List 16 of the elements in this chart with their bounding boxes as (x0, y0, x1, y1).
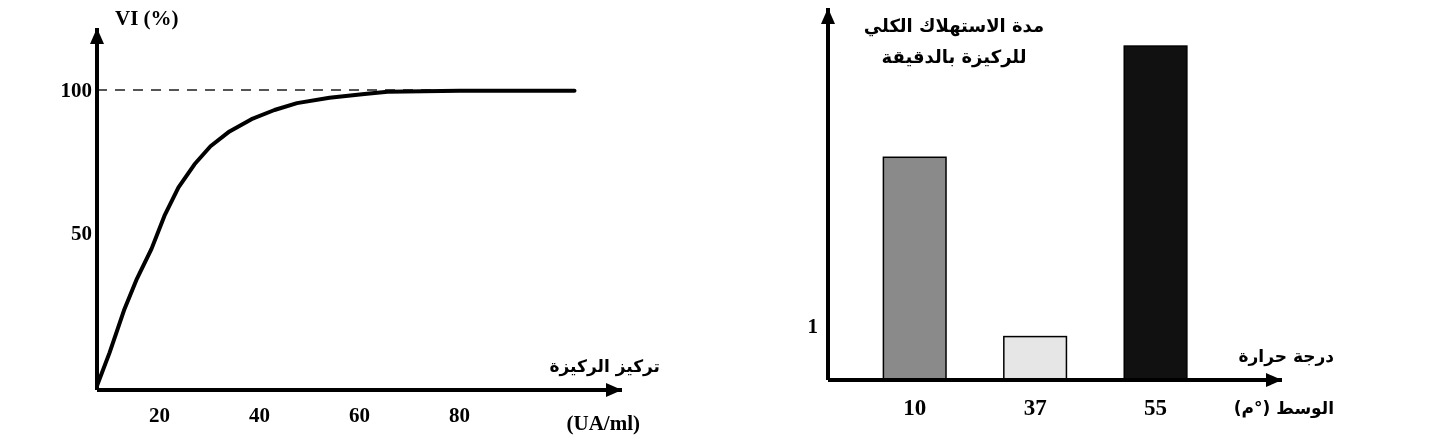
text: (UA/ml) (566, 411, 640, 435)
y-axis-title: VI (%) (115, 6, 179, 30)
x-axis-title: درجة حرارة (1238, 346, 1335, 367)
x-tick-label: 20 (149, 403, 170, 427)
text: 1 (807, 314, 818, 338)
x-tick-label: 80 (449, 403, 470, 427)
x-tick-label: 37 (1023, 395, 1047, 420)
x-tick-label: 10 (903, 395, 927, 420)
x-tick-label: 40 (249, 403, 270, 427)
x-tick-label: 60 (349, 403, 370, 427)
y-axis-title: مدة الاستهلاك الكلي للركيزة بالدقيقة (863, 15, 1045, 67)
x-tick-label: 55 (1144, 395, 1168, 420)
y-tick-label: 100 (60, 78, 92, 102)
x-axis-title: تركيز الركيزة (549, 356, 660, 377)
text: الوسط (°م) (1233, 398, 1334, 419)
y-tick-label: 50 (71, 220, 92, 245)
